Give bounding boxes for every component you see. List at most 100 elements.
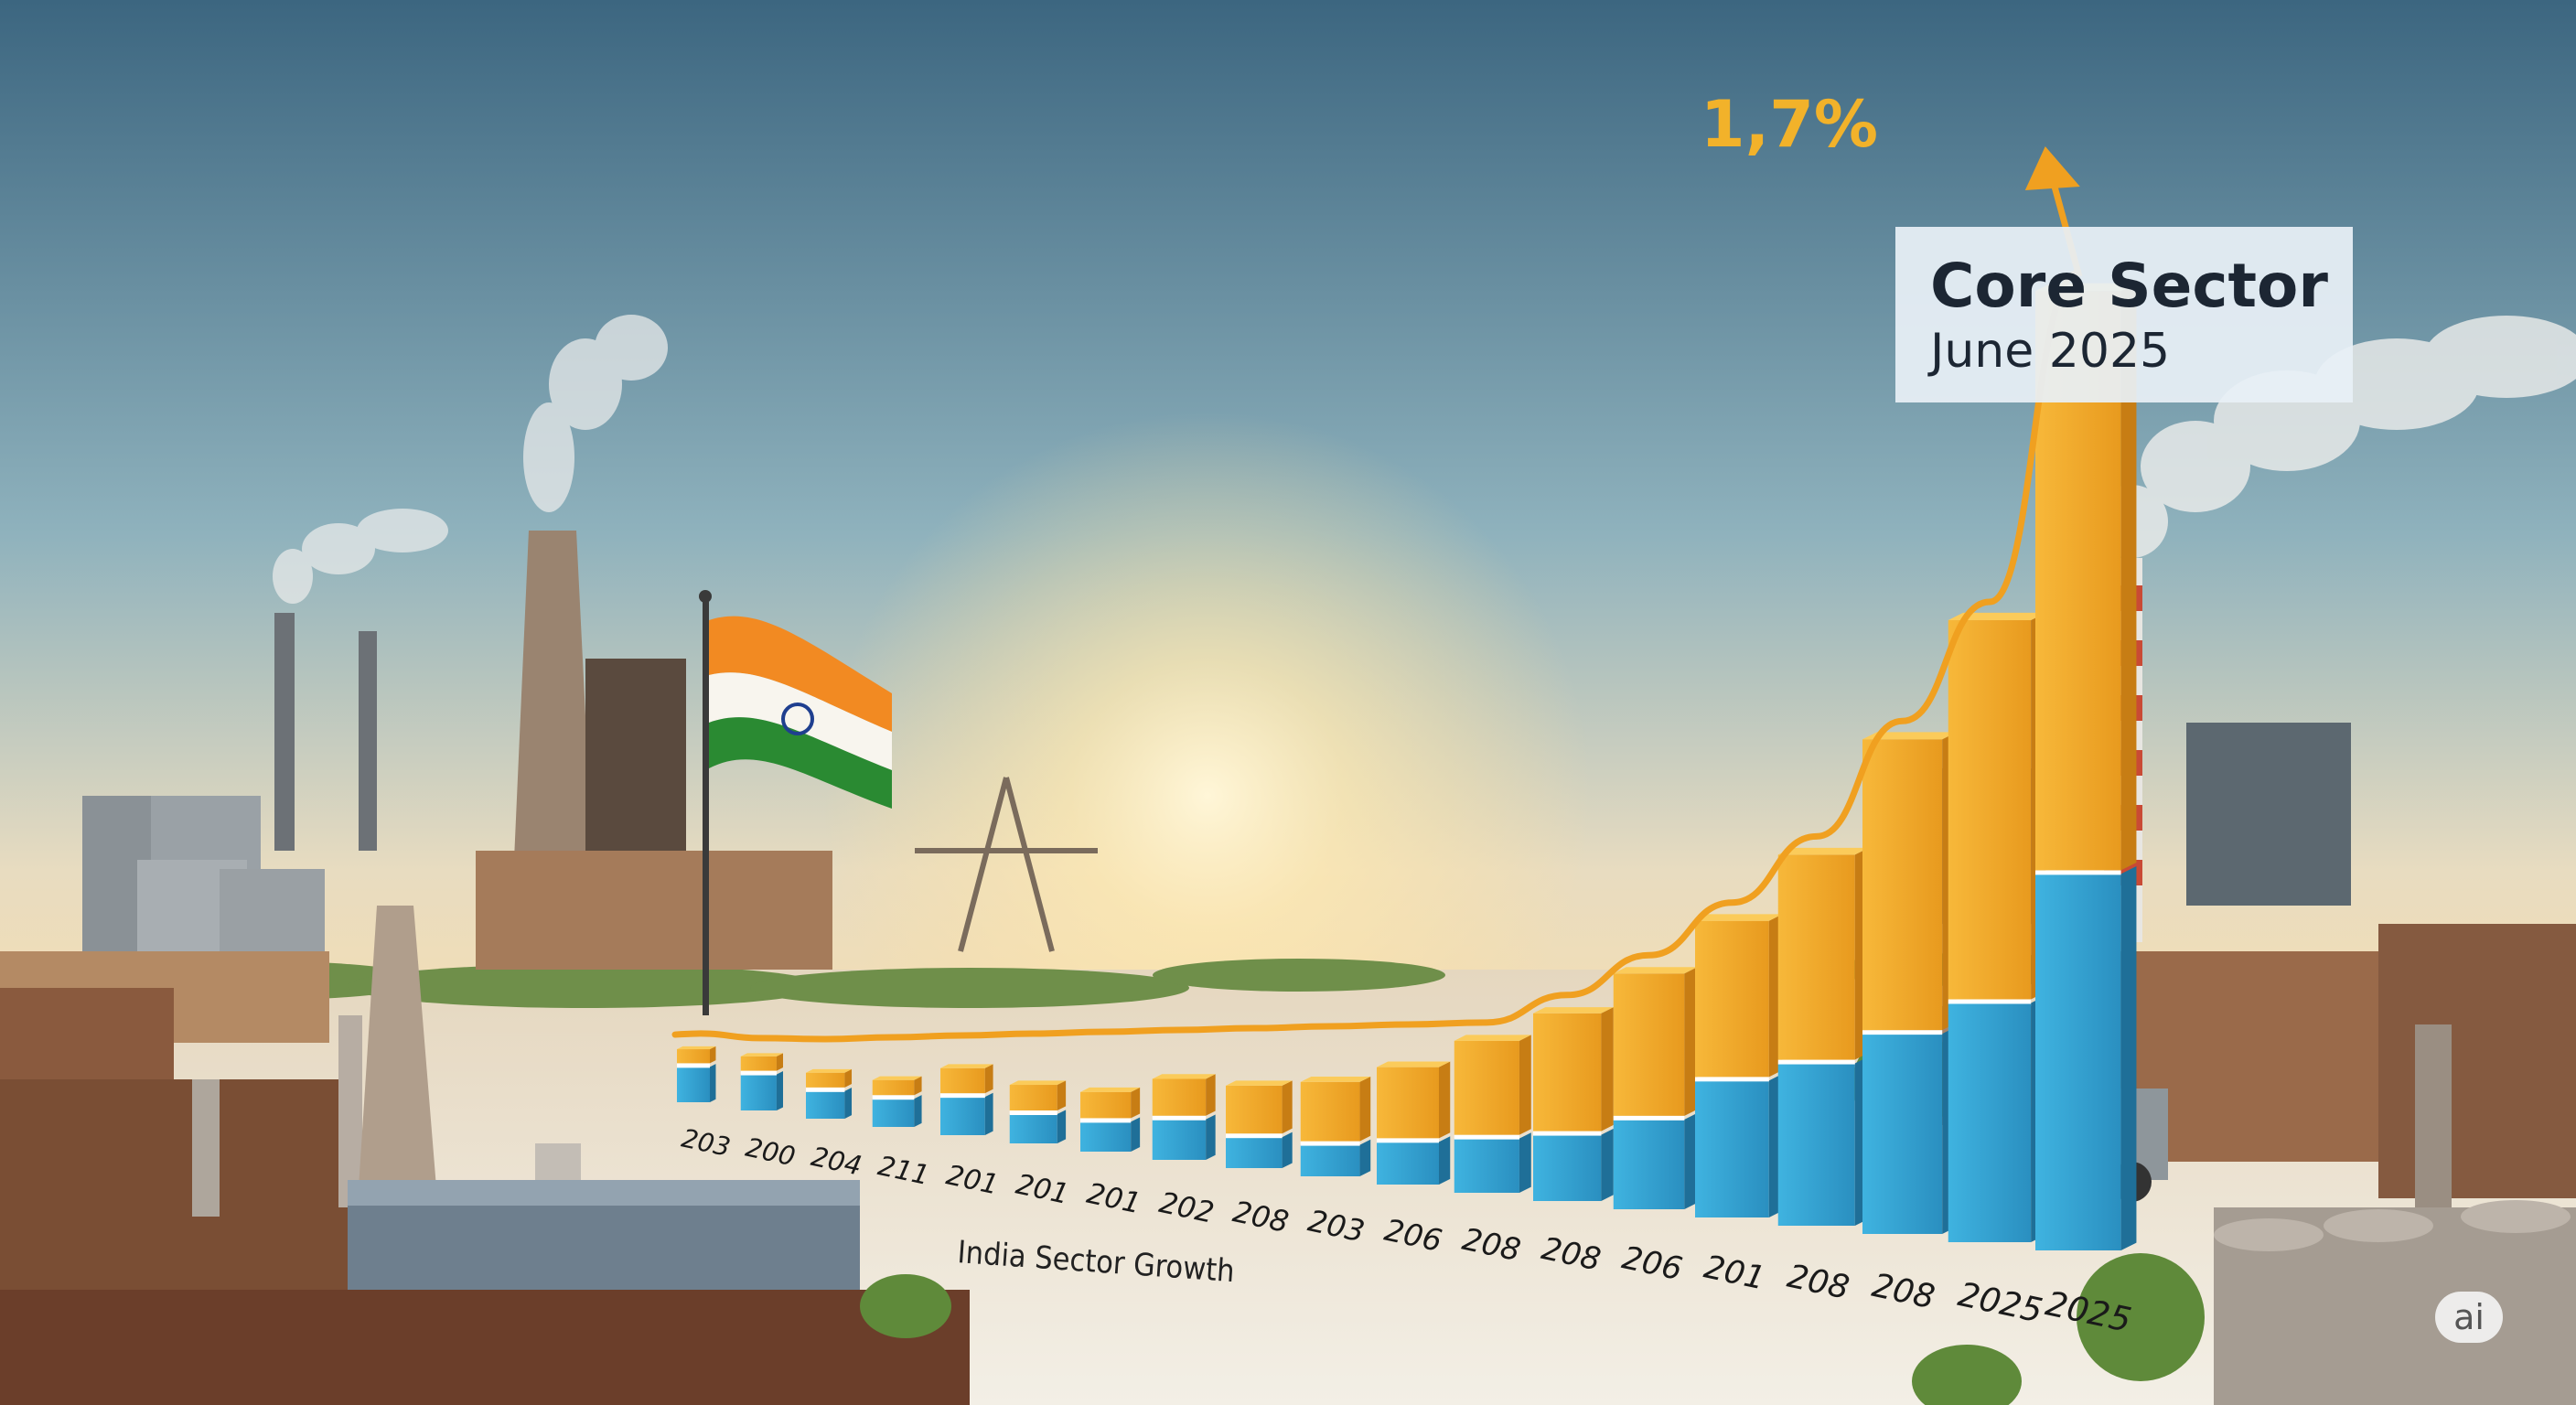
bar-divider — [1613, 1115, 1685, 1121]
bar-segment-orange — [1377, 1067, 1439, 1139]
bar-divider — [1454, 1134, 1519, 1140]
bar-segment-orange — [1226, 1085, 1283, 1134]
bar-1 — [740, 1053, 784, 1110]
bar-segment-blue — [1226, 1137, 1283, 1168]
bar-side-orange — [710, 1046, 716, 1064]
bar-side-blue — [914, 1095, 922, 1127]
bar-top — [1009, 1080, 1067, 1086]
bar-divider — [1695, 1077, 1769, 1082]
bar-side-orange — [984, 1064, 993, 1094]
info-box: Core Sector June 2025 — [1895, 227, 2353, 402]
bar-side-orange — [1684, 967, 1698, 1116]
bar-segment-orange — [1695, 920, 1769, 1078]
bar-side-blue — [1601, 1128, 1614, 1201]
bar-side-orange — [1131, 1087, 1141, 1119]
bar-divider — [740, 1070, 777, 1076]
bar-side-blue — [1439, 1136, 1451, 1185]
bar-divider — [806, 1087, 845, 1092]
bar-segment-blue — [1777, 1063, 1855, 1226]
bar-side-orange — [914, 1076, 922, 1096]
info-subtitle: June 2025 — [1930, 324, 2171, 379]
bar-segment-blue — [1695, 1080, 1769, 1217]
bar-segment-orange — [1613, 973, 1685, 1116]
bar-top — [1862, 732, 1957, 740]
peak-label: 1,7% — [1701, 87, 1878, 162]
bar-divider — [1862, 1030, 1943, 1035]
bar-segment-blue — [806, 1090, 845, 1119]
bar-side-orange — [1206, 1074, 1216, 1116]
trend-arrow-head — [2024, 146, 2080, 190]
bar-segment-orange — [1152, 1078, 1207, 1116]
bar-segment-orange — [677, 1049, 710, 1064]
bar-top — [1377, 1061, 1451, 1067]
bar-side-orange — [1519, 1035, 1531, 1135]
bar-side-orange — [1439, 1061, 1451, 1139]
bar-divider — [677, 1063, 710, 1068]
bar-15 — [1777, 847, 1869, 1226]
bar-top — [1300, 1076, 1371, 1082]
bar-top — [1533, 1007, 1614, 1014]
bar-side-blue — [984, 1092, 993, 1135]
bar-side-blue — [1131, 1117, 1141, 1152]
bar-segment-orange — [1454, 1040, 1519, 1135]
bar-segment-orange — [1009, 1085, 1057, 1111]
bar-top — [1080, 1087, 1141, 1092]
bar-side-orange — [776, 1053, 784, 1071]
bar-side-orange — [1601, 1007, 1614, 1132]
bar-5 — [1009, 1080, 1067, 1143]
bar-divider — [1009, 1110, 1057, 1116]
bar-7 — [1152, 1074, 1216, 1160]
bar-top — [940, 1064, 993, 1068]
bar-side-blue — [1684, 1112, 1698, 1209]
bar-segment-blue — [1948, 1003, 2032, 1242]
bar-2 — [806, 1068, 853, 1119]
bar-side-blue — [1206, 1114, 1216, 1160]
bar-divider — [1152, 1115, 1207, 1121]
bar-side-blue — [710, 1064, 716, 1102]
bar-divider — [1777, 1059, 1855, 1065]
bar-segment-blue — [1152, 1119, 1207, 1160]
bar-divider — [1533, 1131, 1602, 1136]
bar-side-blue — [1519, 1132, 1531, 1193]
bar-divider — [1300, 1141, 1360, 1146]
bar-segment-blue — [872, 1099, 915, 1127]
bar-segment-blue — [1533, 1134, 1602, 1201]
bar-0 — [677, 1046, 716, 1102]
bar-segment-blue — [677, 1067, 710, 1102]
bar-side-orange — [2120, 283, 2137, 871]
info-title: Core Sector — [1930, 251, 2328, 321]
bar-segment-blue — [1009, 1114, 1057, 1143]
smoke-left — [273, 315, 668, 604]
bar-top — [1454, 1035, 1531, 1041]
bar-side-blue — [1282, 1132, 1293, 1168]
bar-side-blue — [844, 1088, 853, 1119]
bar-13 — [1613, 967, 1698, 1209]
bar-segment-blue — [1300, 1144, 1360, 1176]
bar-divider — [2035, 870, 2121, 875]
bar-top — [1948, 612, 2046, 621]
bar-divider — [872, 1095, 915, 1100]
left-factory — [0, 531, 970, 1405]
bar-divider — [940, 1093, 985, 1099]
bar-divider — [1226, 1133, 1283, 1139]
bar-segment-orange — [806, 1072, 845, 1088]
bar-top — [677, 1046, 716, 1050]
bar-top — [1226, 1080, 1293, 1086]
bar-divider — [1948, 999, 2032, 1004]
bar-segment-orange — [1533, 1013, 1602, 1132]
bar-10 — [1377, 1061, 1451, 1185]
bar-side-orange — [844, 1068, 853, 1088]
bar-segment-blue — [740, 1074, 777, 1110]
bar-top — [806, 1068, 853, 1073]
flag-pole — [703, 595, 709, 1015]
india-flag — [699, 590, 892, 1015]
bar-8 — [1226, 1080, 1293, 1168]
bar-segment-orange — [1300, 1081, 1360, 1142]
bar-segment-orange — [1948, 620, 2032, 1000]
bar-segment-blue — [1862, 1034, 1943, 1234]
bar-side-orange — [1359, 1076, 1371, 1142]
bar-16 — [1862, 732, 1957, 1234]
bar-divider — [1080, 1118, 1132, 1123]
bar-segment-orange — [940, 1067, 985, 1094]
